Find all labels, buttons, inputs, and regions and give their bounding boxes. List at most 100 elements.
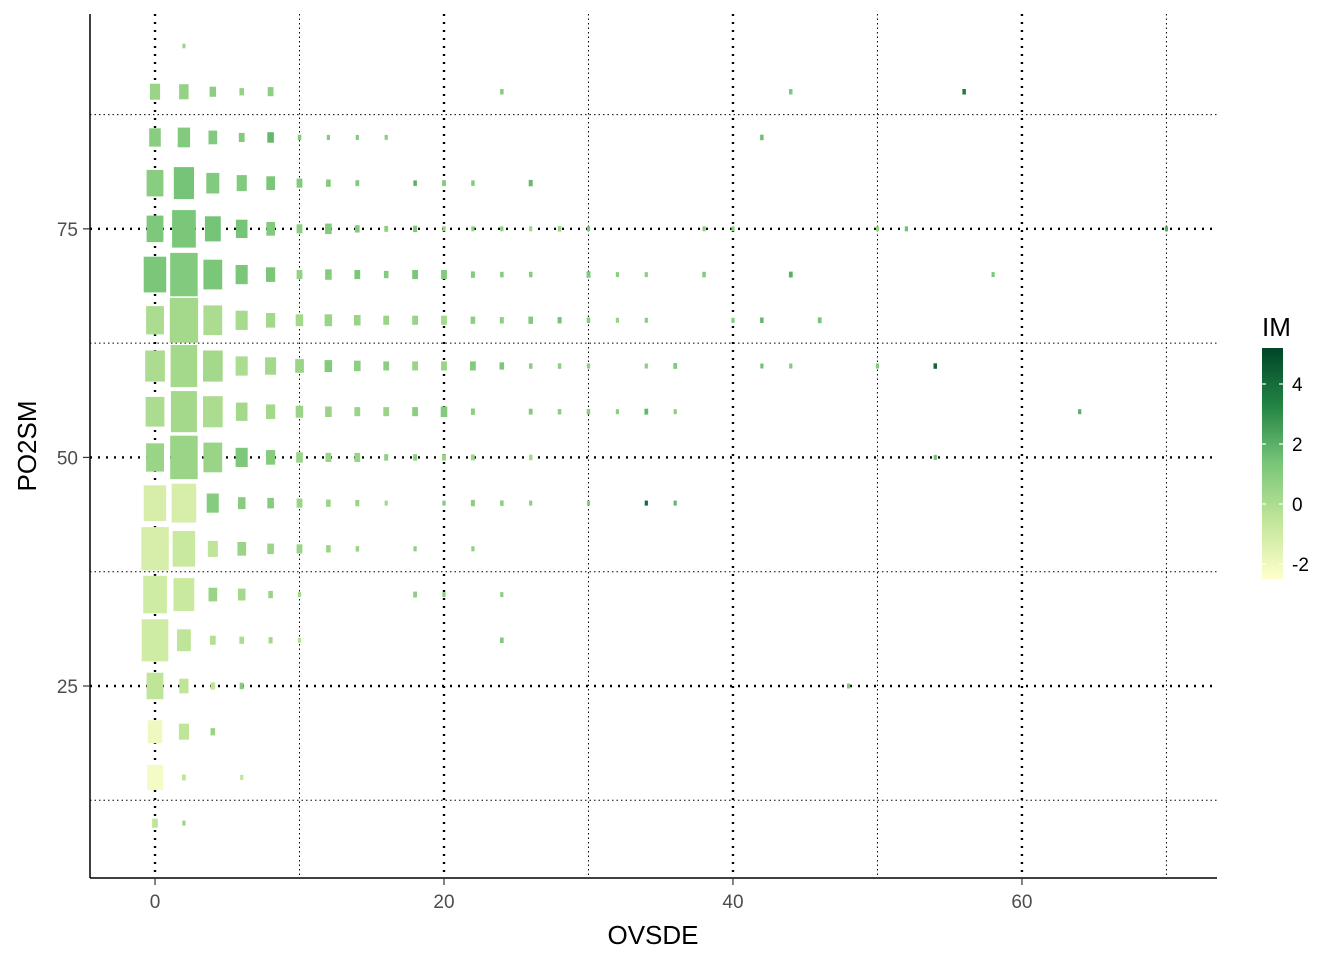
data-cell [209, 635, 216, 645]
data-cell [413, 546, 417, 552]
data-cell [615, 317, 619, 323]
data-cell [499, 317, 504, 324]
data-cell [324, 360, 333, 372]
data-cell [145, 396, 165, 427]
data-cell [500, 89, 504, 95]
data-cell [384, 134, 388, 140]
data-cell [267, 132, 274, 143]
data-cell [412, 407, 418, 417]
data-cell [789, 89, 793, 95]
data-cell [615, 409, 619, 415]
data-cell [267, 543, 274, 555]
data-cell [557, 409, 562, 415]
data-cell [412, 270, 418, 280]
data-cell [442, 180, 446, 187]
data-cell [146, 169, 164, 197]
data-cell [268, 590, 273, 599]
data-cell [529, 226, 533, 232]
data-cell [673, 500, 677, 506]
data-cell [145, 350, 165, 382]
data-cell [471, 546, 475, 552]
data-cell [644, 500, 648, 506]
data-cell [324, 314, 333, 327]
data-cell [500, 271, 504, 278]
data-cell [207, 540, 218, 557]
data-cell [147, 720, 163, 744]
data-cell [238, 588, 246, 601]
data-cell [470, 499, 475, 507]
data-cell [173, 167, 194, 200]
color-legend: IM 4 2 0 -2 [1262, 312, 1309, 579]
data-cell [179, 84, 189, 100]
data-cell [354, 407, 361, 417]
legend-ticks: 4 2 0 -2 [1262, 375, 1309, 576]
data-cell [235, 219, 248, 238]
y-tick-label: 25 [57, 677, 78, 698]
y-tick-label: 75 [57, 220, 78, 241]
data-cell [147, 764, 163, 790]
data-cell [297, 637, 302, 643]
data-cell [235, 447, 248, 467]
y-axis-title: PO2SM [12, 400, 42, 491]
data-cell [172, 531, 196, 567]
data-cell [238, 497, 246, 510]
data-cell [149, 128, 161, 147]
data-cell [182, 43, 186, 49]
data-cell [384, 500, 388, 506]
data-cell [355, 499, 360, 507]
data-cell [413, 180, 417, 186]
data-cell [731, 317, 735, 323]
data-cell [235, 356, 248, 376]
data-cell [203, 442, 223, 473]
data-cell [557, 226, 562, 232]
data-cell [266, 404, 276, 419]
data-cell [644, 408, 649, 415]
data-cell [170, 345, 198, 388]
data-cell [210, 728, 216, 736]
data-cell [297, 134, 302, 141]
data-cell [267, 497, 274, 509]
x-tick-label: 20 [433, 892, 454, 913]
data-cell [644, 317, 648, 323]
data-cell [442, 500, 446, 506]
data-cell [413, 225, 418, 233]
data-cell [471, 180, 475, 186]
data-cell [206, 493, 219, 513]
data-cell [355, 225, 360, 233]
data-cell [204, 216, 221, 242]
data-cell [470, 271, 475, 278]
x-tick-label: 40 [722, 892, 743, 913]
data-cell [470, 316, 476, 324]
data-cell [295, 359, 304, 373]
data-cell [236, 175, 247, 192]
data-cell [529, 500, 533, 506]
data-cell [141, 527, 169, 571]
data-cell [326, 134, 330, 140]
data-cell [238, 132, 245, 142]
data-cell [557, 317, 562, 324]
data-cell [933, 454, 937, 460]
data-cell [586, 363, 591, 369]
data-cell [500, 226, 504, 232]
data-cell [383, 361, 390, 371]
data-cell [442, 454, 446, 461]
data-cell [150, 83, 161, 100]
axis-ticks: 0 20 40 60 25 50 75 [57, 220, 1033, 913]
data-cell [143, 485, 167, 521]
data-cell [470, 408, 475, 415]
data-cell [615, 272, 619, 278]
data-cell [295, 314, 304, 327]
data-cell [266, 222, 275, 236]
data-cell [239, 682, 244, 690]
legend-tick-label: 0 [1292, 495, 1303, 516]
data-cell [265, 357, 277, 375]
data-cell [146, 306, 164, 335]
data-cell [760, 317, 764, 323]
data-cell [296, 224, 303, 234]
data-cell [529, 454, 533, 461]
data-cell [173, 578, 195, 611]
data-cell [413, 591, 417, 598]
data-cell [354, 452, 361, 462]
data-cell [296, 178, 303, 188]
data-cell [326, 499, 331, 507]
